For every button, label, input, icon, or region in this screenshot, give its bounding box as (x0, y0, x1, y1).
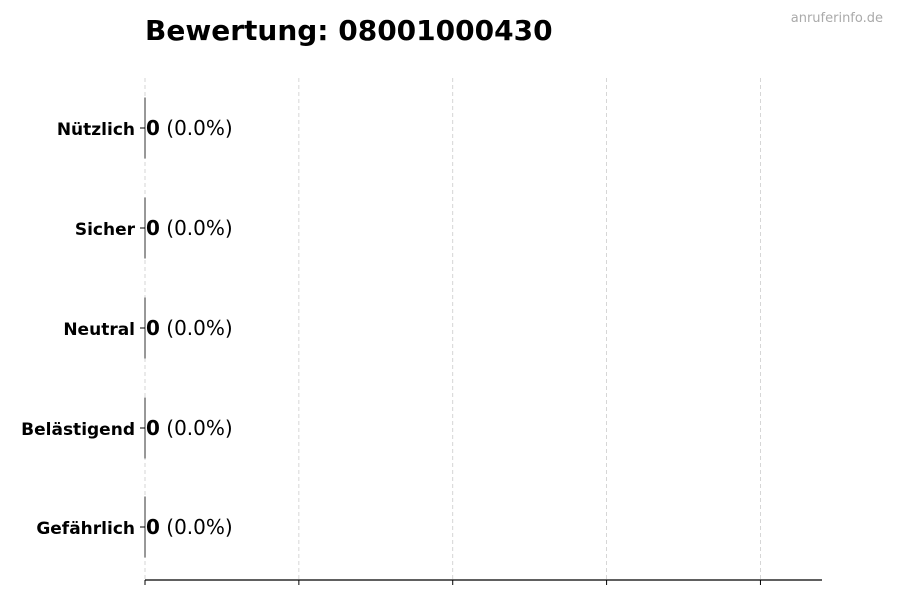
value-percent: (0.0%) (160, 316, 233, 340)
value-label: 0 (0.0%) (146, 416, 233, 440)
grid-lines (144, 78, 761, 580)
y-tick-label: Sicher (75, 220, 136, 240)
value-label: 0 (0.0%) (146, 116, 233, 140)
value-count: 0 (146, 216, 160, 240)
value-percent: (0.0%) (160, 216, 233, 240)
chart-title: Bewertung: 08001000430 (145, 14, 553, 47)
y-tick-label: Belästigend (21, 420, 135, 440)
value-count: 0 (146, 316, 160, 340)
value-count: 0 (146, 416, 160, 440)
value-percent: (0.0%) (160, 515, 233, 539)
watermark: anruferinfo.de (791, 11, 883, 26)
value-label: 0 (0.0%) (146, 216, 233, 240)
y-tick-label: Nützlich (57, 120, 135, 140)
y-tick-label: Gefährlich (36, 519, 135, 539)
x-ticks (144, 580, 761, 585)
y-tick-label: Neutral (63, 320, 135, 340)
labels: Nützlich 0 (0.0%) Sicher 0 (0.0%) Neutral 0 (… (21, 116, 233, 539)
value-count: 0 (146, 515, 160, 539)
value-label: 0 (0.0%) (146, 316, 233, 340)
value-count: 0 (146, 116, 160, 140)
value-label: 0 (0.0%) (146, 515, 233, 539)
value-percent: (0.0%) (160, 116, 233, 140)
value-percent: (0.0%) (160, 416, 233, 440)
